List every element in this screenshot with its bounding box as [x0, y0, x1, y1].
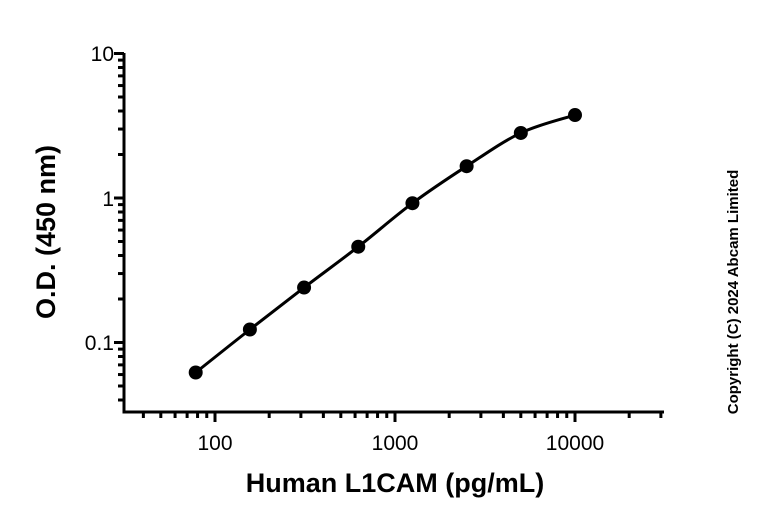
data-point [568, 108, 582, 123]
y-axis-title: O.D. (450 nm) [31, 145, 61, 319]
x-tick-labels: 100 1000 10000 [197, 432, 604, 455]
data-point [188, 365, 203, 380]
y-tick-label-0.1: 0.1 [85, 332, 114, 355]
data-point [459, 159, 474, 174]
data-point [297, 280, 312, 295]
data-point [405, 196, 420, 211]
data-point [513, 125, 528, 140]
x-tick-label-100: 100 [197, 432, 232, 455]
x-tick-label-10000: 10000 [546, 432, 604, 455]
data-point [242, 322, 257, 337]
y-tick-labels: 0.1 1 10 [85, 43, 114, 355]
data-points [188, 108, 582, 380]
x-axis [122, 410, 664, 422]
y-tick-label-10: 10 [91, 43, 114, 66]
copyright-notice: Copyright (C) 2024 Abcam Limited [725, 170, 742, 414]
x-tick-label-1000: 1000 [372, 432, 419, 455]
data-point [351, 239, 366, 254]
x-axis-title: Human L1CAM (pg/mL) [246, 468, 544, 498]
y-axis [114, 52, 126, 414]
y-tick-label-1: 1 [102, 188, 114, 211]
